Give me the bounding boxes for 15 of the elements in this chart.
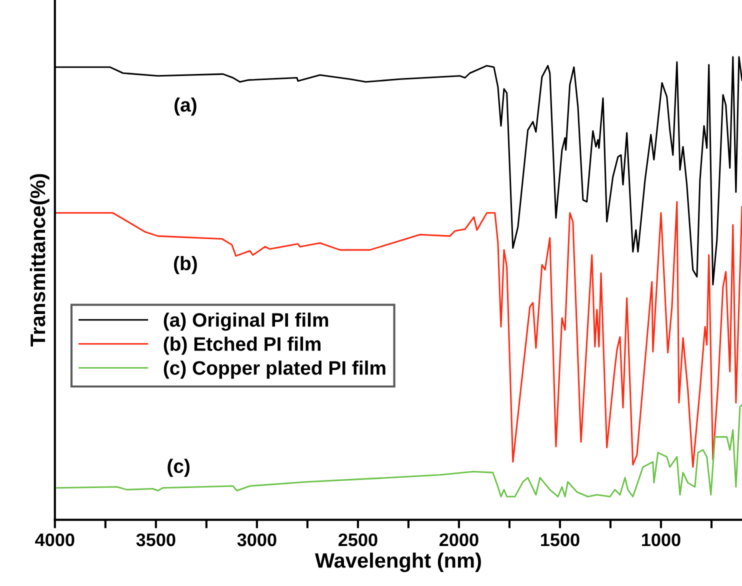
annotation: (a) <box>174 97 196 116</box>
x-tick-label: 3000 <box>237 533 276 546</box>
x-tick-label: 1500 <box>541 533 580 546</box>
x-tick-label: 1000 <box>642 533 680 546</box>
annotation: (b) <box>174 256 197 274</box>
legend-label: (b) Etched PI film <box>164 336 320 355</box>
x-tick-label: 3500 <box>136 533 176 546</box>
x-tick-label: 4000 <box>35 533 74 546</box>
x-tick-label: 2500 <box>338 533 378 546</box>
legend-label: (c) Copper plated PI film <box>164 360 386 379</box>
legend-label: (a) Original PI film <box>164 312 328 331</box>
y-axis-title: Transmittance(%) <box>30 174 50 346</box>
annotation: (c) <box>168 458 190 477</box>
x-axis-title: Wavelenght (nm) <box>314 552 481 572</box>
x-tick-label: 2000 <box>440 533 478 546</box>
